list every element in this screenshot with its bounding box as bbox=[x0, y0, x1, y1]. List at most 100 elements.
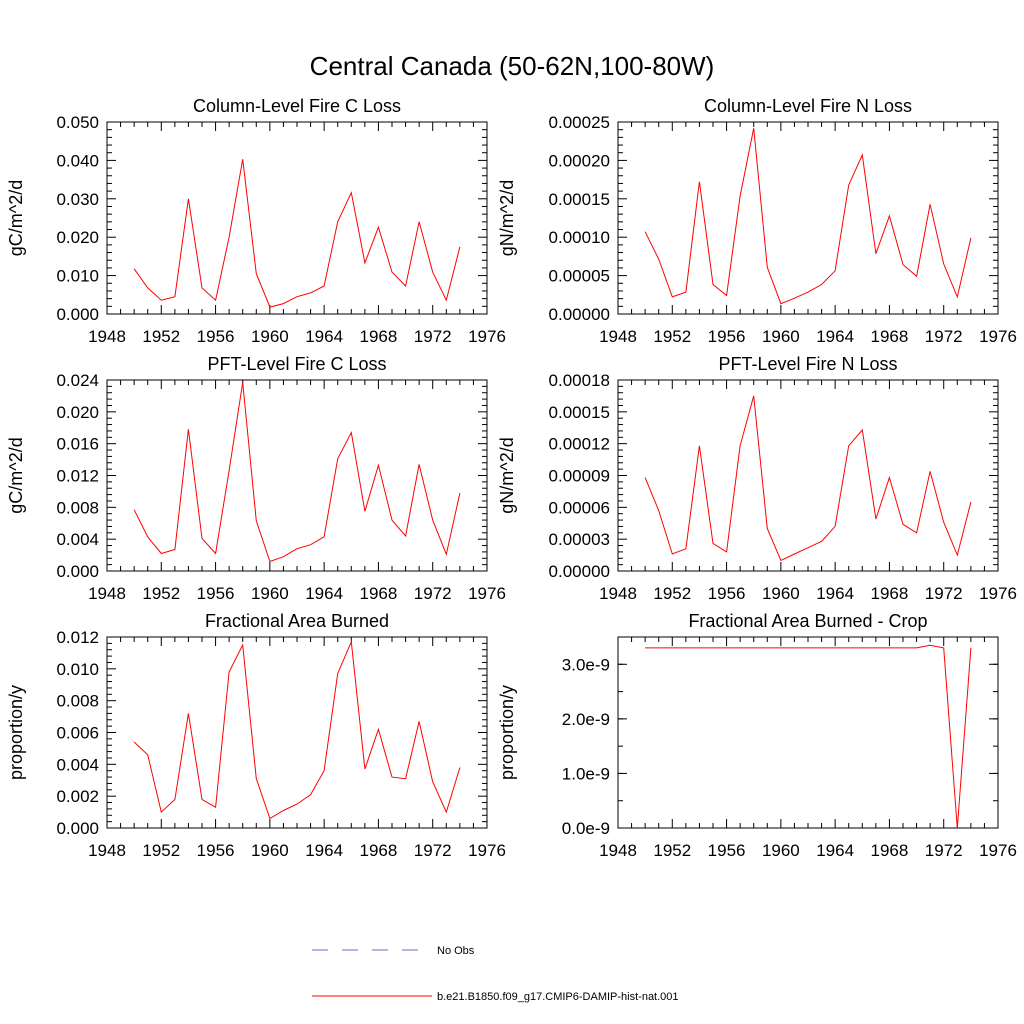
panel-2: Column-Level Fire N Loss 1948 1952 1956 1960… bbox=[497, 96, 1017, 346]
y-tick-label: 0.00010 bbox=[549, 228, 610, 247]
y-tick-label: 0.00006 bbox=[549, 498, 610, 517]
x-tick-label: 1964 bbox=[305, 584, 343, 603]
x-tick-label: 1964 bbox=[305, 327, 343, 346]
y-axis-label: proportion/y bbox=[497, 685, 517, 780]
y-tick-label: 0.008 bbox=[56, 692, 99, 711]
y-tick-label: 0.004 bbox=[56, 755, 99, 774]
y-tick-label: 0.020 bbox=[56, 228, 99, 247]
x-tick-label: 1948 bbox=[88, 584, 126, 603]
x-tick-label: 1952 bbox=[142, 584, 180, 603]
y-tick-label: 0.00005 bbox=[549, 267, 610, 286]
y-tick-label: 0.00025 bbox=[549, 113, 610, 132]
x-tick-label: 1956 bbox=[197, 327, 235, 346]
x-tick-label: 1968 bbox=[360, 584, 398, 603]
figure-title: Central Canada (50-62N,100-80W) bbox=[310, 51, 715, 81]
x-tick-label: 1976 bbox=[979, 327, 1017, 346]
x-tick-label: 1960 bbox=[251, 327, 289, 346]
y-tick-label: 0.012 bbox=[56, 628, 99, 647]
x-tick-label: 1972 bbox=[925, 841, 963, 860]
y-tick-label: 0.00018 bbox=[549, 371, 610, 390]
y-tick-label: 0.030 bbox=[56, 190, 99, 209]
panel-6: Fractional Area Burned - Crop 1948 1952 195… bbox=[497, 611, 1017, 860]
series-line bbox=[644, 395, 972, 562]
legend: No Obs b.e21.B1850.f09_g17.CMIP6-DAMIP-h… bbox=[312, 945, 679, 1003]
panel-title: Column-Level Fire C Loss bbox=[193, 96, 401, 116]
x-tick-label: 1948 bbox=[599, 327, 637, 346]
y-tick-label: 0.00015 bbox=[549, 190, 610, 209]
plot-frame bbox=[617, 636, 999, 829]
x-tick-label: 1972 bbox=[414, 841, 452, 860]
x-tick-label: 1956 bbox=[197, 841, 235, 860]
y-tick-label: 0.00020 bbox=[549, 151, 610, 170]
x-tick-label: 1952 bbox=[653, 584, 691, 603]
x-tick-label: 1964 bbox=[305, 841, 343, 860]
x-tick-label: 1956 bbox=[708, 841, 746, 860]
panel-4: PFT-Level Fire N Loss 1948 1952 1956 1960 196… bbox=[497, 354, 1017, 603]
y-tick-label: 3.0e-9 bbox=[562, 655, 610, 674]
y-tick-label: 0.00015 bbox=[549, 403, 610, 422]
panel-title: Column-Level Fire N Loss bbox=[704, 96, 912, 116]
x-tick-label: 1964 bbox=[816, 327, 854, 346]
x-tick-label: 1948 bbox=[599, 841, 637, 860]
x-tick-label: 1972 bbox=[414, 327, 452, 346]
y-tick-label: 0.006 bbox=[56, 724, 99, 743]
series-line bbox=[644, 128, 972, 305]
y-tick-label: 0.000 bbox=[56, 819, 99, 838]
x-tick-label: 1952 bbox=[653, 327, 691, 346]
x-tick-label: 1948 bbox=[88, 841, 126, 860]
y-tick-label: 0.00000 bbox=[549, 305, 610, 324]
x-tick-label: 1960 bbox=[762, 841, 800, 860]
x-tick-label: 1960 bbox=[762, 327, 800, 346]
legend-model-label: b.e21.B1850.f09_g17.CMIP6-DAMIP-hist-nat… bbox=[437, 991, 679, 1003]
x-tick-label: 1972 bbox=[414, 584, 452, 603]
x-tick-label: 1960 bbox=[251, 584, 289, 603]
legend-obs-label: No Obs bbox=[437, 945, 475, 957]
x-tick-label: 1956 bbox=[197, 584, 235, 603]
y-tick-label: 0.050 bbox=[56, 113, 99, 132]
series-line bbox=[133, 639, 461, 820]
plot-frame bbox=[106, 121, 488, 315]
y-axis-label: gN/m^2/d bbox=[497, 180, 517, 256]
y-tick-label: 0.00012 bbox=[549, 435, 610, 454]
x-tick-label: 1976 bbox=[979, 841, 1017, 860]
x-tick-label: 1956 bbox=[708, 327, 746, 346]
panels: Column-Level Fire C Loss 1948 1952 1956 1960… bbox=[6, 96, 1017, 860]
y-tick-label: 0.012 bbox=[56, 467, 99, 486]
x-tick-label: 1968 bbox=[871, 584, 909, 603]
plot-frame bbox=[106, 636, 488, 829]
panel-5: Fractional Area Burned 1948 1952 1956 1960 19… bbox=[6, 611, 506, 860]
y-tick-label: 0.008 bbox=[56, 498, 99, 517]
y-tick-label: 0.040 bbox=[56, 151, 99, 170]
panel-3: PFT-Level Fire C Loss 1948 1952 1956 1960 196… bbox=[6, 354, 506, 603]
series-line bbox=[133, 159, 461, 308]
series-line bbox=[645, 644, 972, 829]
x-tick-label: 1968 bbox=[360, 327, 398, 346]
series-line bbox=[133, 382, 461, 563]
x-tick-label: 1968 bbox=[871, 841, 909, 860]
y-tick-label: 0.020 bbox=[56, 403, 99, 422]
x-tick-label: 1952 bbox=[142, 327, 180, 346]
y-tick-label: 0.010 bbox=[56, 267, 99, 286]
x-tick-label: 1972 bbox=[925, 584, 963, 603]
x-tick-label: 1968 bbox=[871, 327, 909, 346]
y-tick-label: 0.00000 bbox=[549, 562, 610, 581]
panel-title: Fractional Area Burned - Crop bbox=[688, 611, 927, 631]
y-tick-label: 2.0e-9 bbox=[562, 710, 610, 729]
x-tick-label: 1972 bbox=[925, 327, 963, 346]
y-tick-label: 0.002 bbox=[56, 787, 99, 806]
x-tick-label: 1956 bbox=[708, 584, 746, 603]
y-tick-label: 1.0e-9 bbox=[562, 764, 610, 783]
panel-title: Fractional Area Burned bbox=[205, 611, 389, 631]
x-tick-label: 1976 bbox=[468, 841, 506, 860]
plot-frame bbox=[617, 121, 999, 315]
panel-1: Column-Level Fire C Loss 1948 1952 1956 1960… bbox=[6, 96, 506, 346]
plot-frame bbox=[617, 379, 999, 572]
x-tick-label: 1948 bbox=[88, 327, 126, 346]
y-tick-label: 0.004 bbox=[56, 530, 99, 549]
x-tick-label: 1952 bbox=[142, 841, 180, 860]
panel-title: PFT-Level Fire N Loss bbox=[718, 354, 897, 374]
x-tick-label: 1948 bbox=[599, 584, 637, 603]
y-tick-label: 0.000 bbox=[56, 305, 99, 324]
y-axis-label: gN/m^2/d bbox=[497, 437, 517, 513]
